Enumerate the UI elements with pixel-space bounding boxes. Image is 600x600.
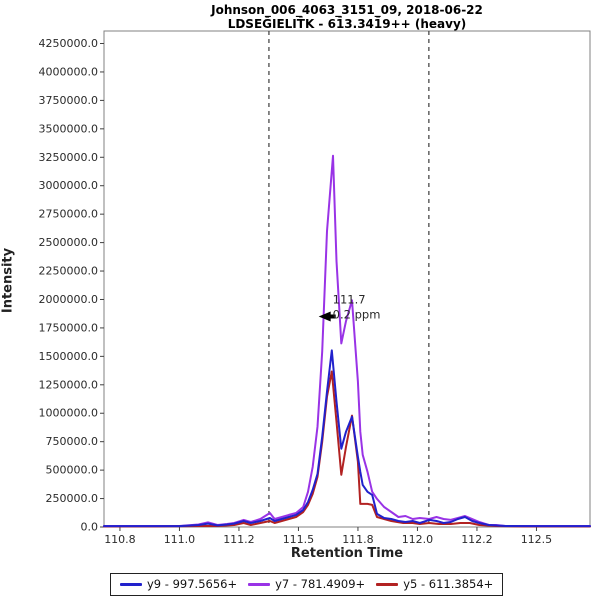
id-arrow-icon	[318, 311, 336, 322]
chart-title-line2: LDSEḠIELIT̄K - 61̄3.341̄9++ (heavy)	[227, 17, 467, 31]
x-tick-label: 111.2	[223, 533, 255, 546]
y-tick-label: 3250000.0	[39, 151, 99, 164]
y-tick-label: 3000000.0	[39, 179, 99, 192]
y-tick-label: 3500000.0	[39, 122, 99, 135]
y-tick-label: 750000.0	[46, 435, 99, 448]
y-tick-label: 2500000.0	[39, 236, 99, 249]
x-tick-label: 111.0	[164, 533, 196, 546]
y5-line-swatch	[376, 582, 399, 586]
legend-label-y9: y9 - 997.5656+	[147, 577, 238, 591]
plot-border	[103, 30, 591, 528]
annotation-ppm-label: 0.2 ppm	[333, 308, 381, 322]
y-tick-label: 2000000.0	[39, 293, 99, 306]
y-tick-label: 4000000.0	[39, 65, 99, 78]
y-tick-label: 3750000.0	[39, 94, 99, 107]
y-tick-label: 1250000.0	[39, 378, 99, 391]
legend-label-y5: y5 - 611.3854+	[403, 577, 494, 591]
x-tick-label: 112.5	[521, 533, 553, 546]
y9-line-swatch	[120, 582, 142, 586]
y-tick-label: 250000.0	[46, 492, 99, 505]
chart-title: Johnson_006_4063_3151_09, 2018-06-22 LDS…	[104, 3, 590, 31]
y-tick-label: 4250000.0	[39, 37, 99, 50]
y-tick-label: 1500000.0	[39, 350, 99, 363]
x-tick-label: 110.8	[104, 533, 136, 546]
chart-title-line1: Johnson_006_4063_3151_09, 2018-06-22	[211, 3, 483, 17]
x-tick-label: 111.5	[283, 533, 315, 546]
legend-item-y9: y9 - 997.5656+	[120, 577, 237, 591]
trace-y9[interactable]	[103, 349, 591, 528]
trace-y7[interactable]	[103, 154, 591, 527]
trace-y5[interactable]	[103, 370, 591, 528]
legend: y9 - 997.5656+ y7 - 781.4909+ y5 - 611.3…	[110, 573, 504, 596]
y-tick-label: 2750000.0	[39, 208, 99, 221]
y-tick-label: 2250000.0	[39, 265, 99, 278]
x-tick-label: 112.2	[461, 533, 493, 546]
y7-line-swatch	[248, 582, 271, 586]
legend-label-y7: y7 - 781.4909+	[275, 577, 366, 591]
x-tick-label: 111.8	[342, 533, 374, 546]
y-tick-label: 1750000.0	[39, 321, 99, 334]
legend-item-y7: y7 - 781.4909+	[248, 577, 365, 591]
y-tick-label: 0.0	[81, 521, 99, 534]
x-axis-label: Retention Time	[290, 546, 404, 561]
y-tick-label: 1000000.0	[39, 407, 99, 420]
y-tick-label: 500000.0	[46, 464, 99, 477]
legend-item-y5: y5 - 611.3854+	[376, 577, 493, 591]
annotation-rt-label: 111.7	[333, 293, 366, 307]
x-tick-label: 112.0	[402, 533, 434, 546]
